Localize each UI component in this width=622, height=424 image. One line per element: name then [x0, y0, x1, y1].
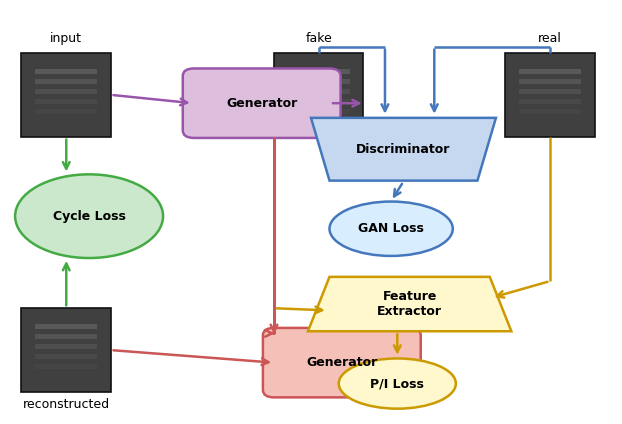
FancyBboxPatch shape	[519, 89, 581, 94]
Text: reconstructed: reconstructed	[23, 398, 110, 411]
FancyBboxPatch shape	[519, 69, 581, 74]
FancyBboxPatch shape	[287, 99, 350, 104]
Text: Cycle Loss: Cycle Loss	[53, 210, 126, 223]
Text: fake: fake	[305, 32, 332, 45]
FancyBboxPatch shape	[35, 364, 97, 369]
FancyBboxPatch shape	[519, 99, 581, 104]
FancyBboxPatch shape	[287, 89, 350, 94]
Text: input: input	[50, 32, 82, 45]
Text: Generator: Generator	[306, 356, 378, 369]
Text: real: real	[538, 32, 562, 45]
FancyBboxPatch shape	[21, 53, 111, 137]
Text: Discriminator: Discriminator	[356, 143, 451, 156]
Ellipse shape	[339, 358, 456, 409]
FancyBboxPatch shape	[287, 79, 350, 84]
Text: Feature
Extractor: Feature Extractor	[377, 290, 442, 318]
Text: P/I Loss: P/I Loss	[370, 377, 424, 390]
FancyBboxPatch shape	[35, 119, 97, 124]
FancyBboxPatch shape	[35, 79, 97, 84]
FancyBboxPatch shape	[519, 119, 581, 124]
FancyBboxPatch shape	[35, 344, 97, 349]
Ellipse shape	[330, 201, 453, 256]
FancyBboxPatch shape	[35, 354, 97, 359]
Polygon shape	[308, 277, 511, 331]
FancyBboxPatch shape	[183, 68, 341, 138]
FancyBboxPatch shape	[287, 109, 350, 114]
Ellipse shape	[15, 174, 163, 258]
Text: Generator: Generator	[226, 97, 297, 110]
FancyBboxPatch shape	[505, 53, 595, 137]
FancyBboxPatch shape	[35, 374, 97, 379]
Text: GAN Loss: GAN Loss	[358, 222, 424, 235]
FancyBboxPatch shape	[35, 69, 97, 74]
FancyBboxPatch shape	[274, 53, 363, 137]
FancyBboxPatch shape	[35, 334, 97, 339]
FancyBboxPatch shape	[287, 69, 350, 74]
FancyBboxPatch shape	[263, 328, 420, 397]
FancyBboxPatch shape	[519, 79, 581, 84]
FancyBboxPatch shape	[35, 89, 97, 94]
FancyBboxPatch shape	[519, 109, 581, 114]
FancyBboxPatch shape	[21, 308, 111, 392]
Polygon shape	[311, 118, 496, 181]
FancyBboxPatch shape	[35, 324, 97, 329]
FancyBboxPatch shape	[35, 99, 97, 104]
FancyBboxPatch shape	[35, 109, 97, 114]
FancyBboxPatch shape	[287, 119, 350, 124]
